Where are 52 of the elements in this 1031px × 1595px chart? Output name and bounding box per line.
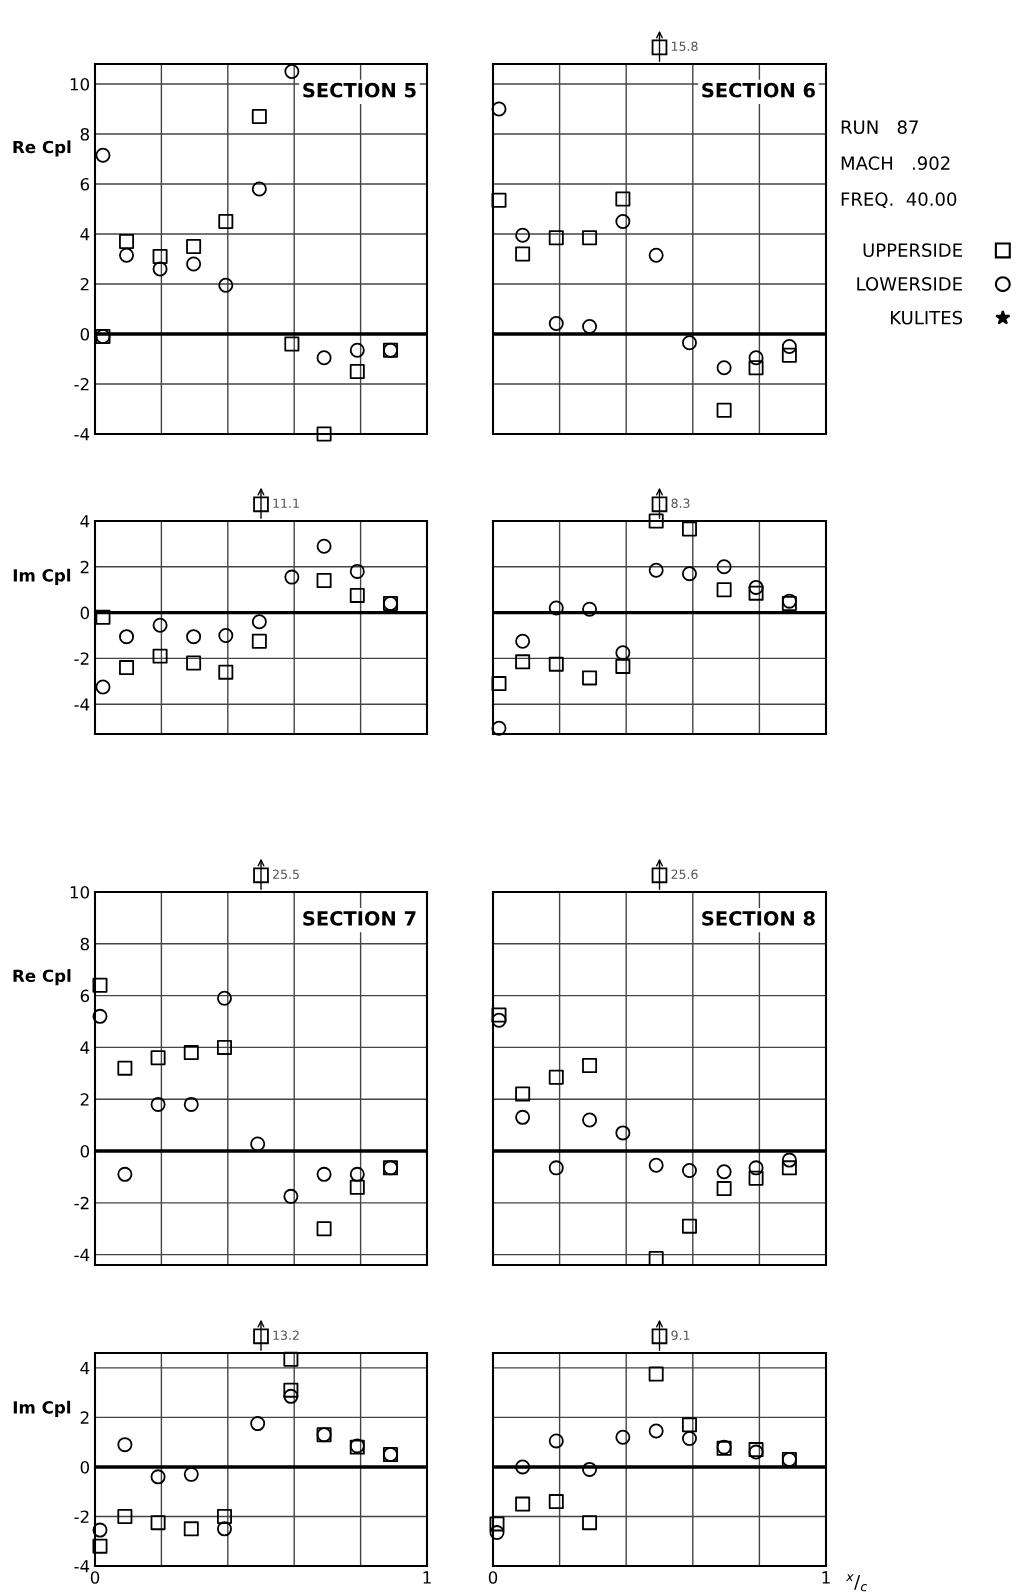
x-tick-label: 1	[822, 1571, 830, 1584]
text: SECTION 5	[303, 82, 416, 98]
y-tick-label: 0	[80, 1144, 90, 1158]
x-tick-label: 0	[488, 1571, 498, 1584]
y-tick-label: -4	[74, 1248, 90, 1261]
y-tick-label: -2	[74, 652, 89, 665]
y-tick-label: 8	[80, 127, 89, 141]
x-tick-label: 0	[90, 1571, 100, 1584]
y-axis-title: Re Cpl	[13, 969, 71, 986]
text: 11.1	[273, 498, 299, 508]
y-axis-title: Im Cpl	[13, 1400, 71, 1417]
text: 25.5	[273, 869, 299, 879]
y-tick-label: 6	[80, 989, 90, 1003]
y-tick-label: 4	[80, 515, 90, 528]
text: RUN 87	[841, 120, 918, 134]
y-tick-label: -4	[74, 428, 90, 441]
text: 8.3	[671, 498, 690, 508]
y-tick-label: 4	[80, 228, 90, 241]
text: MACH .902	[841, 156, 950, 170]
y-tick-label: 6	[80, 177, 90, 191]
y-tick-label: 10	[70, 77, 90, 91]
text: 15.8	[671, 41, 698, 51]
y-tick-label: 10	[70, 885, 90, 899]
y-tick-label: 4	[80, 1362, 90, 1375]
y-tick-label: 2	[80, 560, 89, 574]
y-tick-label: 0	[80, 1460, 90, 1474]
y-tick-label: -4	[74, 698, 90, 711]
y-tick-label: -2	[74, 1196, 89, 1210]
y-tick-label: 2	[80, 1093, 89, 1106]
text: 25.6	[671, 869, 698, 879]
y-tick-label: -2	[74, 377, 89, 391]
legend-label: LOWERSIDE	[857, 277, 962, 291]
legend-label: UPPERSIDE	[863, 243, 962, 258]
x-tick-label: 1	[423, 1571, 431, 1584]
text: SECTION 8	[702, 910, 815, 926]
x-axis-title: $^{x}$/$_{c}$	[845, 1574, 868, 1592]
text: 9.1	[671, 1330, 690, 1340]
y-tick-label: 0	[80, 327, 90, 341]
text: 13.2	[273, 1330, 299, 1340]
y-tick-label: 2	[80, 277, 89, 291]
y-tick-label: -4	[74, 1560, 90, 1573]
text: SECTION 7	[303, 910, 416, 926]
y-tick-label: 8	[80, 937, 89, 951]
y-tick-label: 0	[80, 606, 90, 620]
y-axis-title: Re Cpl	[13, 140, 71, 157]
y-axis-title: Im Cpl	[13, 568, 71, 585]
text: FREQ. 40.00	[841, 192, 957, 209]
y-tick-label: 4	[80, 1041, 90, 1054]
y-tick-label: -2	[74, 1510, 89, 1523]
text: SECTION 6	[702, 82, 815, 98]
legend-label: KULITES	[891, 310, 963, 325]
y-tick-label: 2	[80, 1411, 89, 1424]
